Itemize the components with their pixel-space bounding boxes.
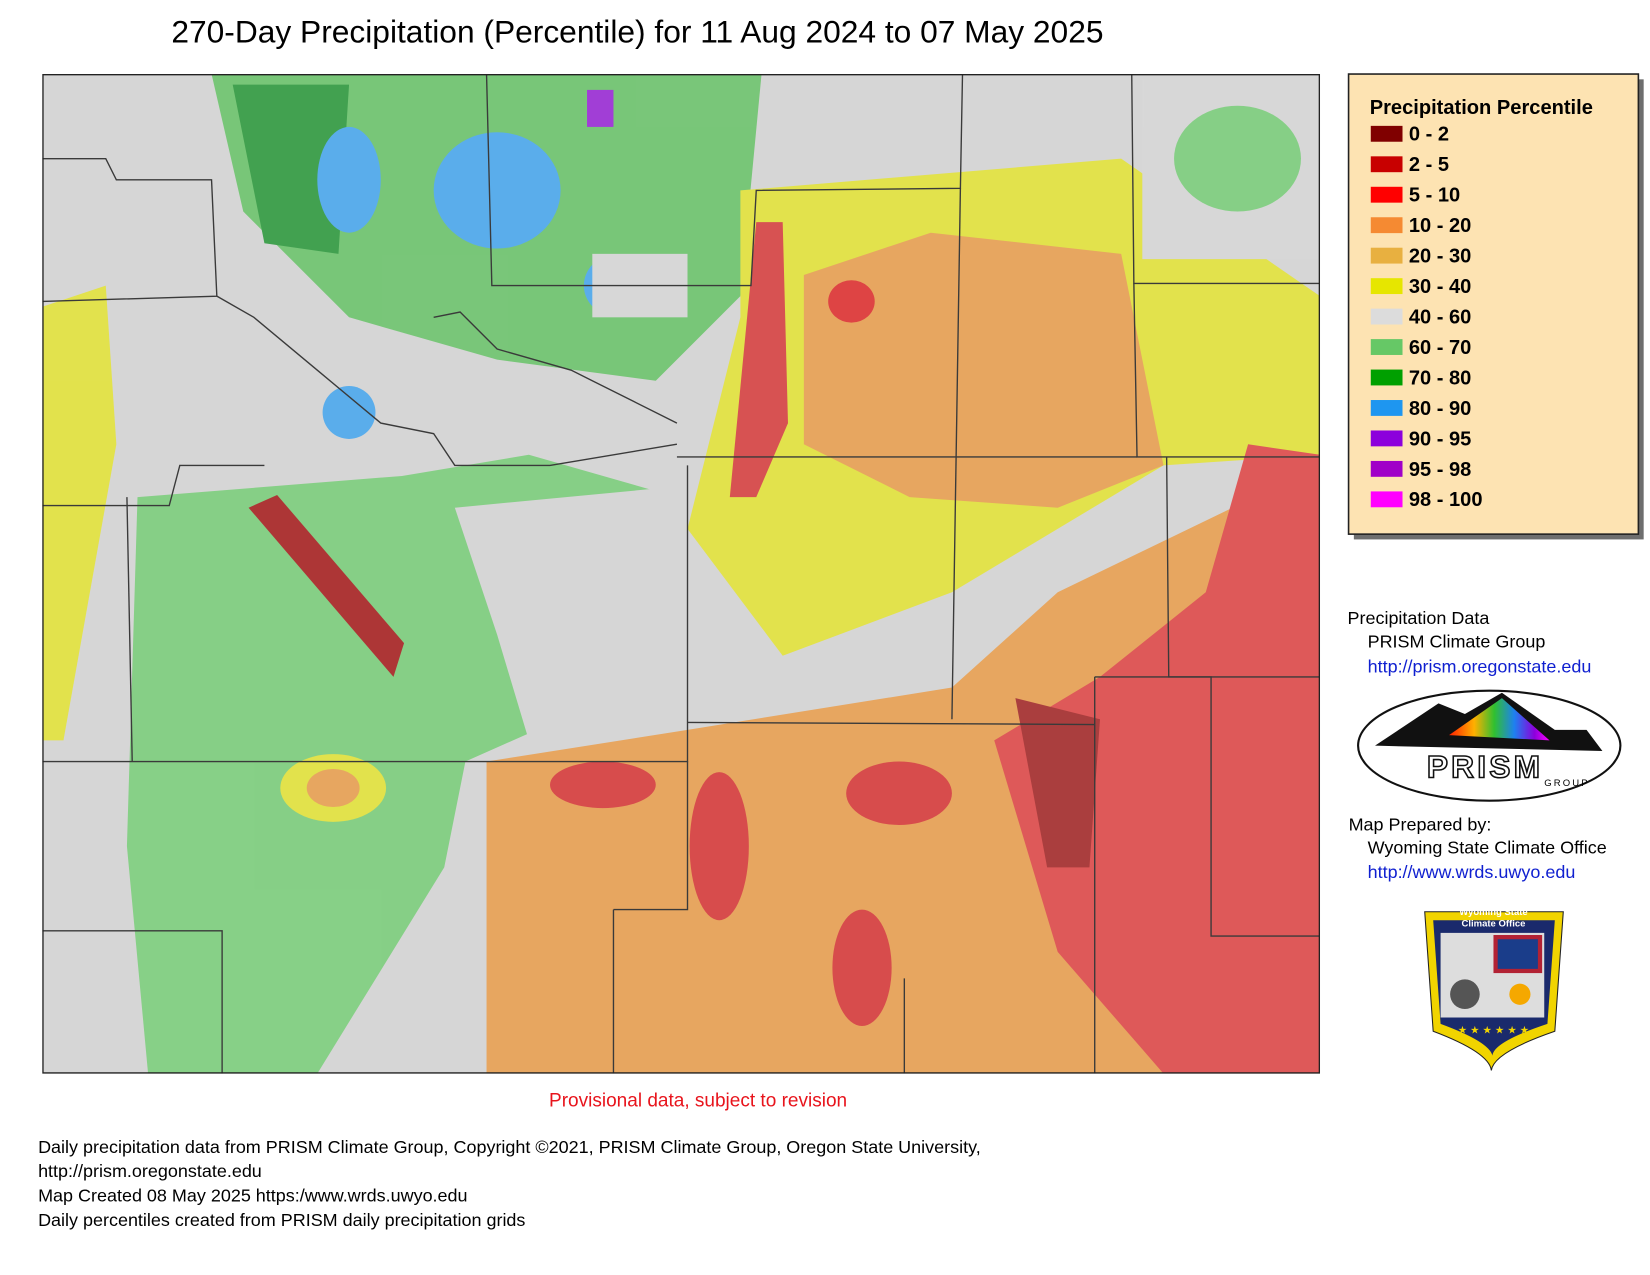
legend-label: 20 - 30 [1409,246,1472,268]
legend-swatch [1370,278,1403,295]
prism-logo: PRISM GROUP [1357,689,1622,802]
legend: Precipitation Percentile 0 - 2 2 - 5 5 - 1… [1347,73,1644,540]
legend-label: 98 - 100 [1409,489,1483,511]
legend-label: 2 - 5 [1409,154,1449,176]
title: 270-Day Precipitation (Percentile) for 1… [171,13,1103,49]
footer-line: Map Created 08 May 2025 https:/www.wrds.… [38,1186,467,1206]
wsco-line2: Climate Office [1462,919,1526,930]
legend-label: 5 - 10 [1409,185,1460,207]
legend-swatch [1370,339,1403,355]
legend-swatch [1370,430,1403,447]
wsco-stars: ★ ★ ★ ★ ★ ★ [1458,1024,1530,1036]
legend-label: 70 - 80 [1409,367,1472,389]
legend-title: Precipitation Percentile [1370,97,1593,119]
county-lines [42,74,1321,1074]
wsco-line1: Wyoming State [1459,907,1527,918]
wsco-logo: Wyoming State Climate Office ★ ★ ★ ★ ★ ★ [1424,907,1564,1071]
legend-swatch [1370,125,1403,142]
legend-label: 80 - 90 [1409,398,1472,420]
legend-label: 30 - 40 [1409,276,1472,298]
prism-text: PRISM [1427,748,1543,784]
legend-swatch [1370,247,1403,264]
legend-swatch [1370,217,1403,234]
credits: Precipitation Data PRISM Climate Group h… [1348,608,1607,882]
legend-label: 10 - 20 [1409,215,1472,237]
legend-swatch [1370,308,1403,325]
data-source: PRISM Climate Group [1368,631,1546,651]
legend-swatch [1370,186,1403,203]
prism-subtext: GROUP [1544,778,1589,789]
footer-line: http://prism.oregonstate.edu [38,1161,262,1181]
map [42,74,1321,1074]
legend-label: 90 - 95 [1409,428,1472,450]
legend-label: 0 - 2 [1409,124,1449,146]
legend-label: 40 - 60 [1409,306,1472,328]
prepared-by: Wyoming State Climate Office [1368,838,1607,858]
legend-swatch [1370,156,1403,173]
data-heading: Precipitation Data [1348,608,1490,628]
legend-swatch [1370,460,1403,477]
legend-label: 95 - 98 [1409,459,1472,481]
footer-line: Daily percentiles created from PRISM dai… [38,1210,525,1230]
footer-line: Daily precipitation data from PRISM Clim… [38,1137,981,1157]
footer: Daily precipitation data from PRISM Clim… [38,1137,981,1230]
data-url[interactable]: http://prism.oregonstate.edu [1368,657,1592,677]
prepared-url[interactable]: http://www.wrds.uwyo.edu [1368,862,1576,882]
legend-swatch [1370,369,1403,386]
legend-swatch [1370,400,1403,416]
legend-label: 60 - 70 [1409,337,1472,359]
prepared-heading: Map Prepared by: [1349,814,1492,834]
legend-swatch [1370,491,1403,508]
provisional-note: Provisional data, subject to revision [549,1090,847,1111]
